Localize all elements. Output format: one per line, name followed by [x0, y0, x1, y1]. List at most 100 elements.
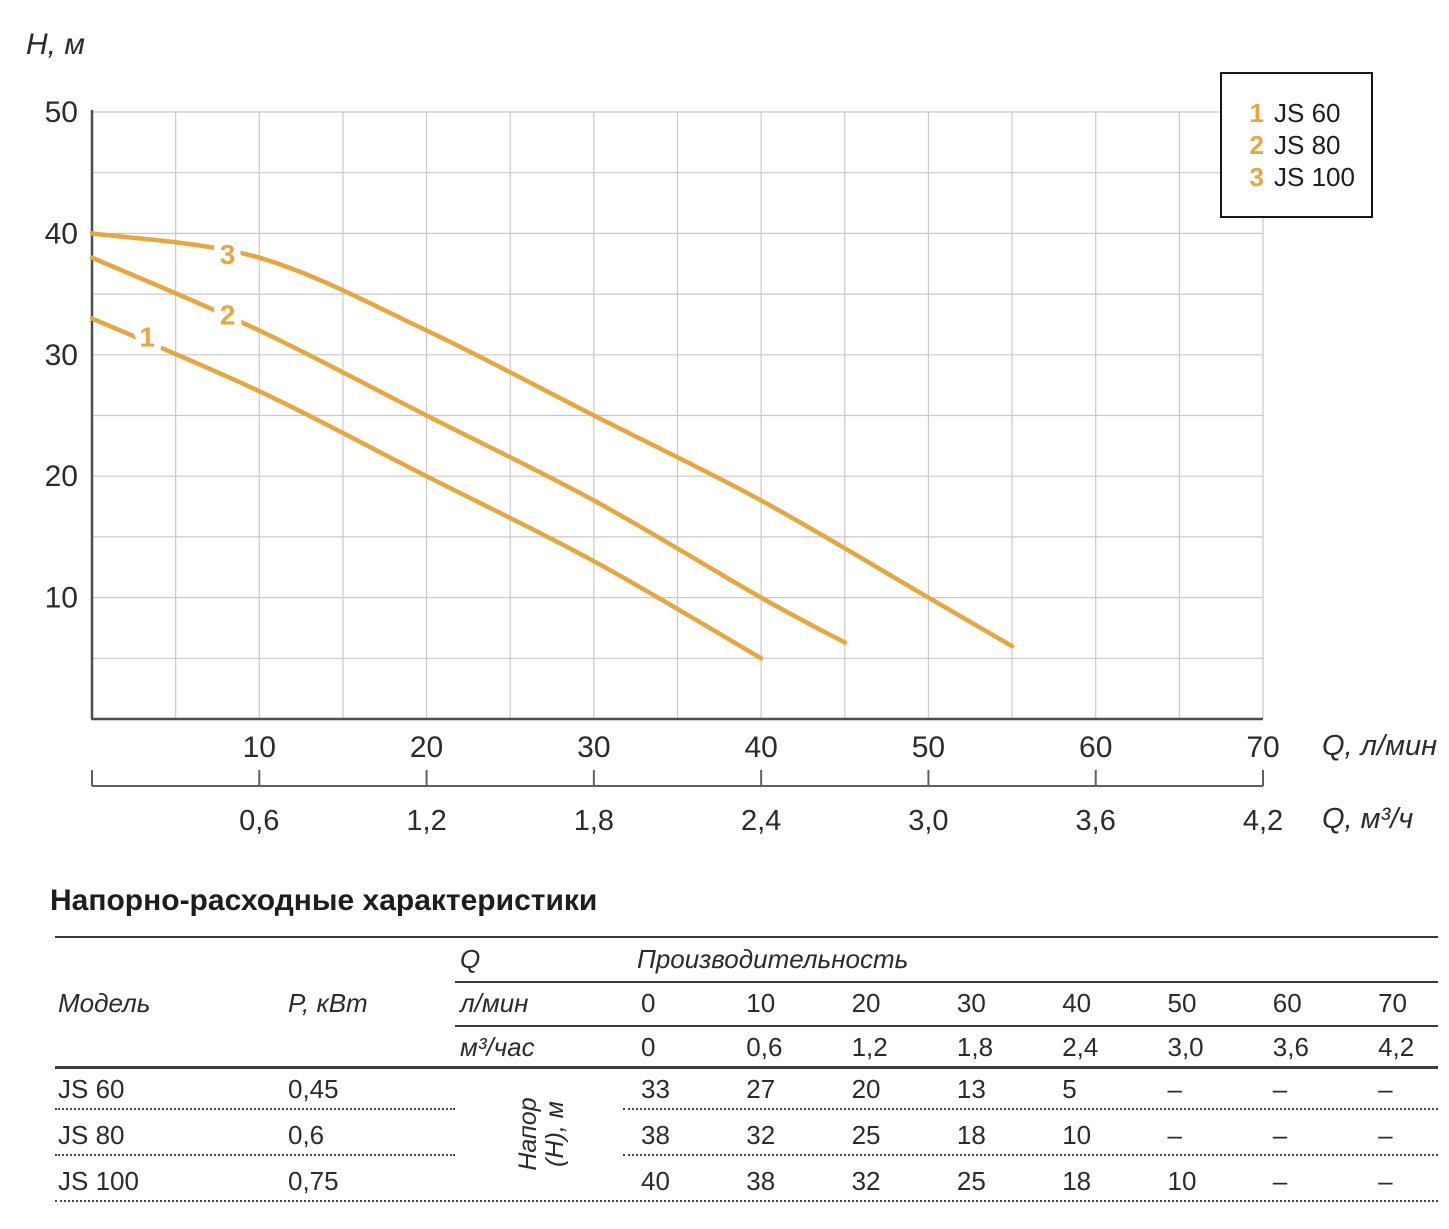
table-header-rule-1	[455, 981, 1438, 983]
pump-curves-chart: 50 40 30 20 10 10 20 30 40 50 60 70 0,6 1,2 1,8 2,4 3,0 3…	[26, 28, 1438, 838]
row-model-name: JS 100	[58, 1166, 139, 1196]
y-tick-label: 40	[45, 217, 78, 250]
table-body-top-rule	[55, 1066, 1438, 1069]
legend-item-label: JS 60	[1274, 98, 1341, 128]
row-model-name: JS 60	[58, 1074, 125, 1104]
row-head-value: 32	[746, 1120, 776, 1150]
rotated-head-line: Напор	[514, 1097, 542, 1171]
row-head-value: 10	[1062, 1120, 1092, 1150]
row-power-value: 0,45	[288, 1074, 339, 1104]
x-tick-label-lmin: 20	[410, 731, 443, 764]
legend-item-number: 1	[1249, 98, 1264, 128]
header-flow-value: 0	[641, 1032, 656, 1062]
y-axis-title: H, м	[26, 28, 85, 61]
header-model: Модель	[58, 988, 151, 1018]
header-flow-value: 1,2	[851, 1032, 888, 1062]
chart-canvas: 50 40 30 20 10 10 20 30 40 50 60 70 0,6 1,2 1,8 2,4 3,0 3…	[45, 96, 1284, 837]
row-head-value: –	[1272, 1074, 1288, 1104]
row-head-value: 5	[1062, 1074, 1077, 1104]
legend-item-label: JS 100	[1274, 162, 1355, 192]
legend-item-number: 2	[1249, 130, 1264, 160]
rotated-head-label: Напор (H), м	[514, 1097, 569, 1171]
x-tick-label-lmin: 40	[744, 731, 777, 764]
header-flow-value: 2,4	[1062, 1032, 1099, 1062]
header-power: P, кВт	[288, 988, 368, 1018]
row-head-value: 10	[1167, 1166, 1197, 1196]
row-head-value: –	[1378, 1074, 1393, 1104]
y-tick-label: 30	[45, 339, 78, 372]
header-flow-value: 4,2	[1378, 1032, 1415, 1062]
header-flow-value: 40	[1062, 988, 1092, 1018]
curve-js60	[89, 316, 764, 661]
x-tick-label-m3h: 1,2	[406, 805, 446, 837]
legend-item: 1 JS 60	[1246, 97, 1371, 129]
x-tick-label-m3h: 1,8	[574, 805, 614, 837]
header-unit-lmin: л/мин	[460, 988, 529, 1018]
table-bottom-dotted	[55, 1200, 1438, 1202]
row-head-value: 38	[641, 1120, 670, 1150]
row-separator-dotted	[55, 1154, 455, 1156]
header-flow-value: 1,8	[956, 1032, 994, 1062]
row-head-value: –	[1167, 1074, 1182, 1104]
header-flow-value: 0	[641, 988, 656, 1018]
row-separator-dotted	[623, 1108, 1438, 1110]
row-head-value: –	[1167, 1120, 1182, 1150]
header-performance: Производительность	[637, 944, 909, 974]
header-flow-value: 30	[956, 988, 986, 1018]
row-head-value: 27	[746, 1074, 776, 1104]
legend-item-label: JS 80	[1274, 130, 1341, 160]
legend-item: 2 JS 80	[1246, 129, 1371, 161]
header-q: Q	[460, 944, 481, 974]
header-flow-value: 50	[1167, 988, 1197, 1018]
x-tick-label-lmin: 30	[577, 731, 610, 764]
x-tick-label-m3h: 3,6	[1076, 805, 1116, 837]
row-head-value: 13	[956, 1074, 986, 1104]
header-flow-value: 70	[1378, 988, 1408, 1018]
table-header-rule-2	[455, 1025, 1438, 1027]
table-title: Напорно-расходные характеристики	[50, 884, 598, 917]
row-head-value: 32	[851, 1166, 881, 1196]
row-model-name: JS 80	[58, 1120, 125, 1150]
curve-number-label: 1	[139, 322, 155, 353]
x-axis-title-lmin: Q, л/мин	[1322, 730, 1438, 762]
y-tick-label: 10	[45, 582, 78, 615]
y-tick-label: 20	[45, 460, 78, 493]
header-flow-value: 3,0	[1167, 1032, 1204, 1062]
header-flow-value: 3,6	[1272, 1032, 1309, 1062]
legend: 1 JS 60 2 JS 80 3 JS 100	[1220, 72, 1373, 218]
row-head-value: 25	[851, 1120, 881, 1150]
rotated-head-line: (H), м	[541, 1101, 569, 1167]
row-head-value: 25	[956, 1166, 986, 1196]
x-tick-label-m3h: 3,0	[908, 805, 948, 837]
row-head-value: 20	[851, 1074, 881, 1104]
x-axis-title-m3h: Q, м³/ч	[1322, 803, 1414, 835]
row-head-value: 38	[746, 1166, 776, 1196]
header-flow-value: 60	[1272, 988, 1302, 1018]
x-tick-label-m3h: 2,4	[741, 805, 781, 837]
x-tick-label-m3h: 4,2	[1243, 805, 1283, 837]
header-flow-value: 0,6	[746, 1032, 783, 1062]
row-head-value: –	[1272, 1166, 1288, 1196]
legend-item: 3 JS 100	[1246, 161, 1371, 193]
legend-item-number: 3	[1249, 162, 1264, 192]
curve-number-label: 3	[220, 239, 236, 270]
row-head-value: –	[1378, 1120, 1393, 1150]
curve-number-label: 2	[220, 300, 236, 331]
header-unit-m3h: м³/час	[460, 1032, 535, 1062]
x-tick-label-lmin: 50	[912, 731, 945, 764]
x-tick-label-lmin: 10	[243, 731, 276, 764]
row-head-value: –	[1272, 1120, 1288, 1150]
y-tick-label: 50	[45, 96, 78, 129]
row-power-value: 0,6	[288, 1120, 325, 1150]
header-flow-value: 10	[746, 988, 776, 1018]
row-separator-dotted	[623, 1154, 1438, 1156]
row-head-value: 18	[1062, 1166, 1092, 1196]
row-head-value: –	[1378, 1166, 1393, 1196]
table-top-rule	[55, 936, 1438, 938]
x-tick-label-lmin: 70	[1246, 731, 1279, 764]
x-tick-label-lmin: 60	[1079, 731, 1112, 764]
x-tick-label-m3h: 0,6	[239, 805, 279, 837]
row-power-value: 0,75	[288, 1166, 339, 1196]
row-head-value: 40	[641, 1166, 670, 1196]
